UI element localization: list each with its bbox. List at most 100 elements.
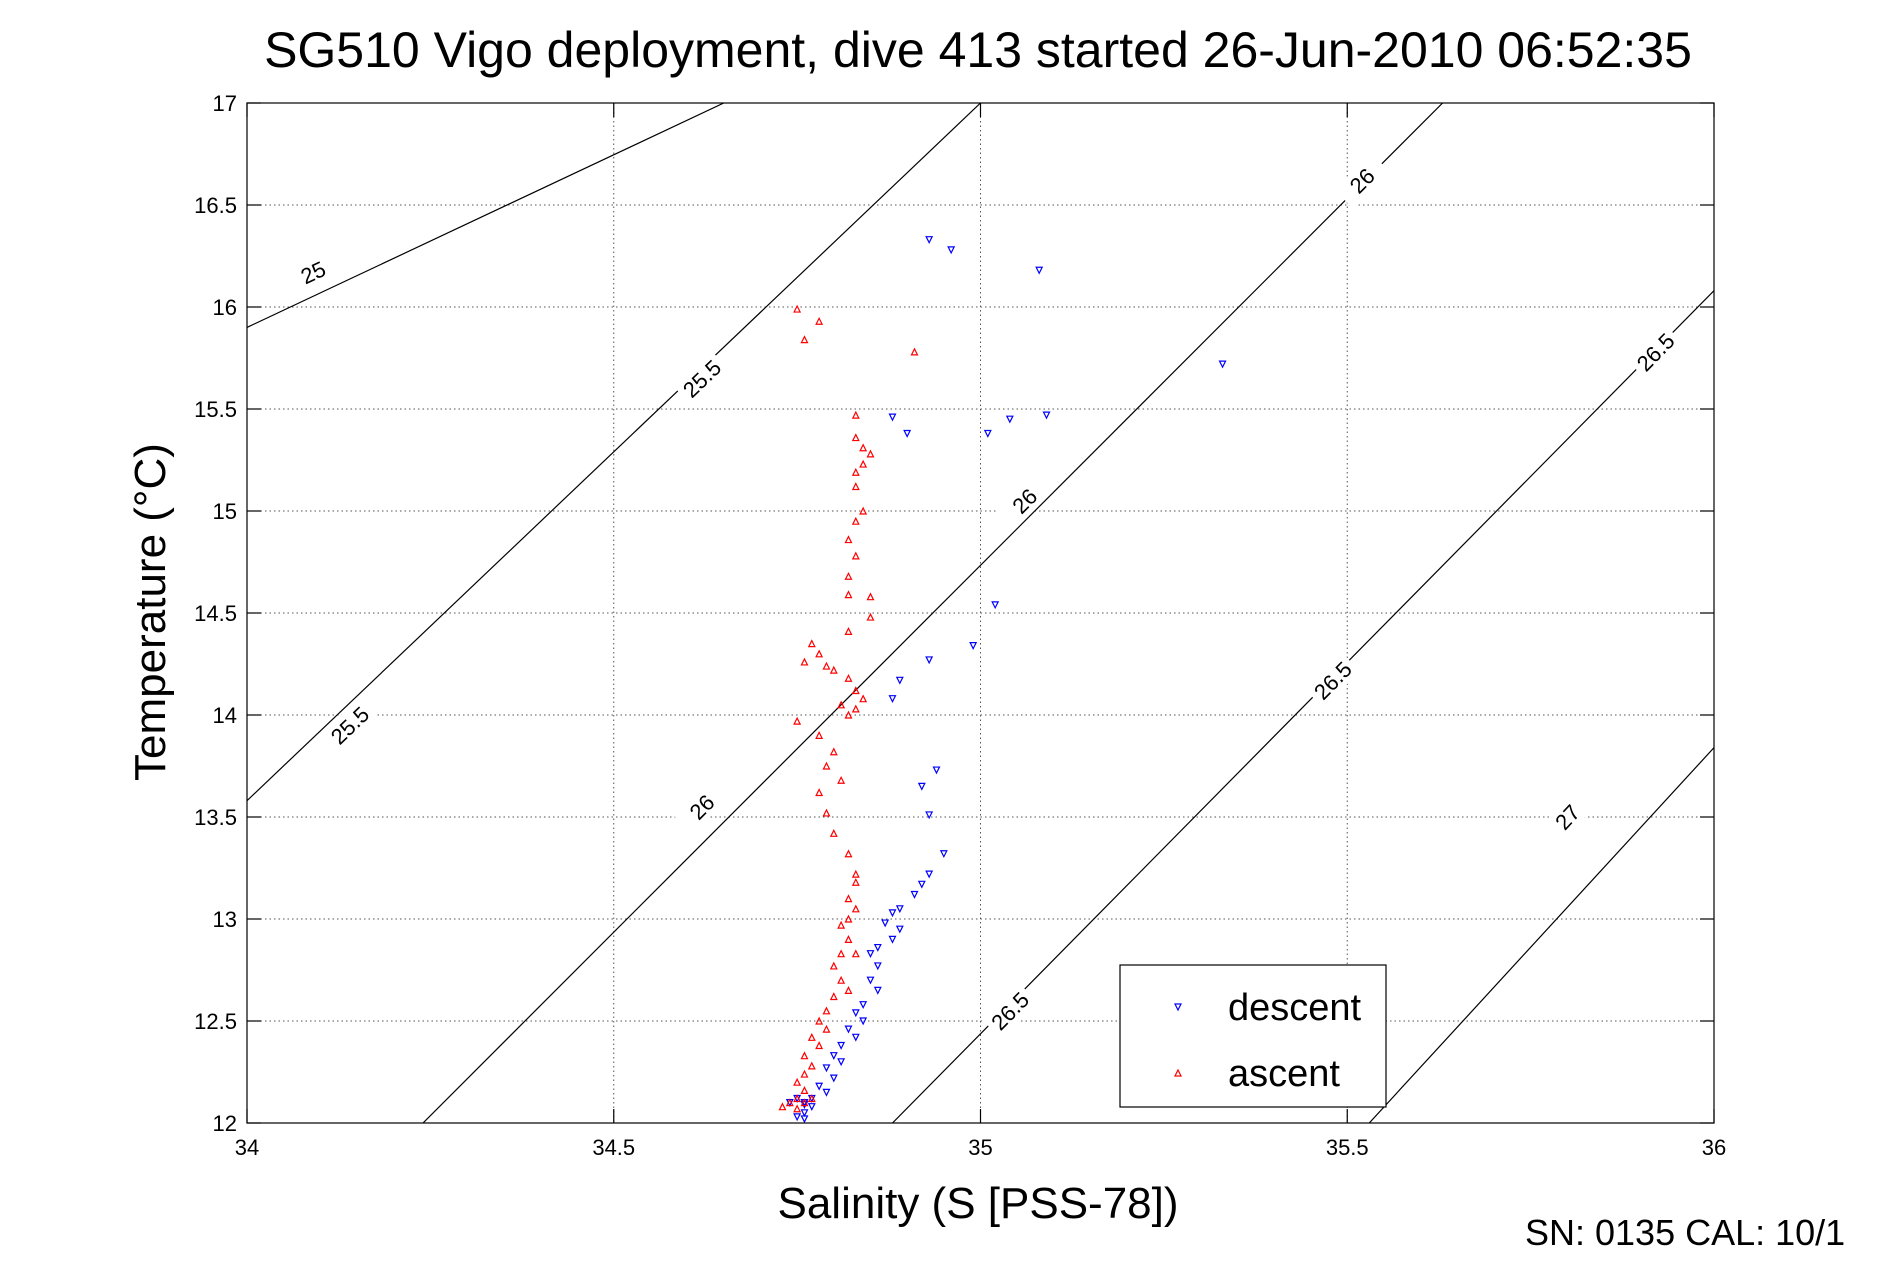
ascent-point (793, 304, 802, 313)
ascent-point (807, 1032, 816, 1041)
x-tick-label: 35.5 (1326, 1135, 1369, 1160)
y-tick-label: 13.5 (194, 805, 237, 830)
ascent-point (851, 516, 860, 525)
contour-label-gap (1540, 789, 1595, 845)
contour-label-gap (1334, 152, 1390, 209)
descent-point (800, 1115, 809, 1123)
ascent-point (844, 986, 853, 995)
descent-point (837, 1058, 846, 1067)
legend-descent-marker (1174, 1003, 1182, 1012)
ascent-point (800, 335, 809, 344)
ascent-point (815, 1041, 824, 1050)
descent-point (925, 870, 934, 879)
chart-title: SG510 Vigo deployment, dive 413 started … (264, 22, 1692, 78)
ascent-point (800, 657, 809, 666)
ascent-point (851, 433, 860, 442)
y-tick-label: 15 (213, 499, 237, 524)
ascent-point (793, 1077, 802, 1086)
descent-point (822, 1064, 831, 1073)
y-tick-label: 12.5 (194, 1009, 237, 1034)
descent-point (888, 909, 897, 918)
ascent-point (807, 1094, 816, 1103)
ascent-point (829, 828, 838, 837)
x-tick-label: 34 (235, 1135, 259, 1160)
ascent-point (829, 961, 838, 970)
ascent-point (844, 627, 853, 635)
ascent-point (822, 1024, 831, 1033)
descent-point (1218, 360, 1227, 369)
y-tick-label: 16 (213, 295, 237, 320)
y-tick-label: 12 (213, 1111, 237, 1136)
descent-point (829, 1052, 838, 1061)
ascent-point (851, 904, 860, 913)
x-axis-label: Salinity (S [PSS-78]) (777, 1179, 1178, 1228)
legend-descent-label: descent (1228, 987, 1362, 1029)
y-tick-label: 14.5 (194, 601, 237, 626)
descent-point (917, 880, 926, 889)
ascent-point (866, 592, 875, 601)
ascent-point (859, 443, 868, 452)
descent-point (859, 1001, 868, 1010)
contour-label-gap (321, 697, 378, 753)
density-contour-line (247, 103, 981, 802)
descent-point (866, 950, 875, 959)
descent-point (947, 246, 956, 255)
descent-point (881, 919, 890, 928)
density-contour-line (892, 290, 1714, 1123)
ascent-point (844, 673, 853, 682)
legend: descent ascent (1119, 964, 1387, 1108)
contour-label-gap (1627, 324, 1683, 380)
ascent-point (851, 949, 860, 958)
ascent-point (837, 949, 846, 958)
descent-point (888, 695, 897, 704)
ascent-point (837, 920, 846, 929)
descent-point (873, 986, 882, 995)
ascent-point (778, 1102, 787, 1111)
ascent-point (800, 1098, 809, 1107)
contour-label-gap (996, 473, 1053, 529)
ascent-point (851, 704, 860, 713)
ascent-point (851, 686, 860, 695)
density-contour-line (247, 103, 725, 328)
ascent-point (829, 992, 838, 1001)
ascent-point (785, 1098, 794, 1107)
ascent-point (793, 1094, 802, 1103)
density-contour-line (422, 103, 1444, 1123)
ascent-point (800, 1086, 809, 1094)
ascent-point (837, 975, 846, 984)
y-tick-label: 16.5 (194, 193, 237, 218)
descent-point (1035, 266, 1044, 275)
ascent-point (851, 410, 860, 419)
ascent-point (829, 665, 838, 674)
descent-point (800, 1101, 809, 1109)
ascent-point (837, 700, 846, 709)
x-tick-label: 34.5 (592, 1135, 635, 1160)
contour-label-gap (673, 351, 730, 406)
x-tick-label: 36 (1702, 1135, 1726, 1160)
ascent-point (793, 716, 802, 725)
ascent-point (851, 551, 860, 560)
ascent-point (815, 1016, 824, 1025)
ascent-point (866, 449, 875, 458)
serial-calibration-footer: SN: 0135 CAL: 10/1 (1525, 1212, 1845, 1253)
descent-point (925, 811, 934, 820)
ascent-point (815, 316, 824, 325)
y-axis-label: Temperature (°C) (126, 443, 175, 781)
ascent-point (859, 506, 868, 515)
descent-point (895, 925, 904, 934)
ascent-point (844, 894, 853, 903)
ascent-point (815, 649, 824, 658)
ascent-point (844, 710, 853, 719)
descent-point (888, 935, 897, 944)
descent-point (991, 601, 1000, 610)
descent-point (807, 1103, 816, 1112)
legend-box (1119, 964, 1387, 1108)
descent-point (925, 656, 934, 665)
ascent-point (822, 1006, 831, 1015)
descent-point (844, 1025, 853, 1034)
y-tick-label: 14 (213, 703, 237, 728)
contour-label-gap (283, 249, 343, 296)
descent-point (837, 1041, 846, 1050)
